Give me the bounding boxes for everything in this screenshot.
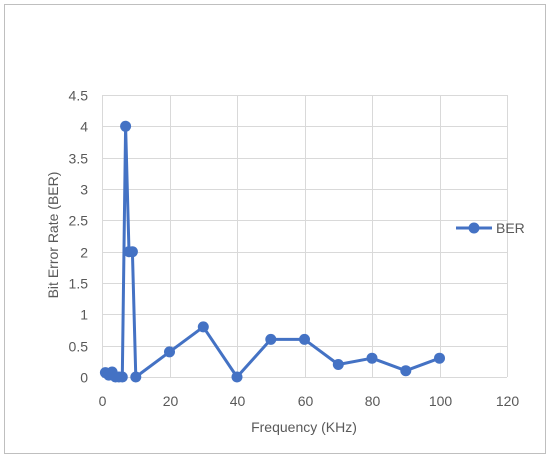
legend-label-ber: BER (496, 220, 525, 236)
legend-marker-ber (468, 222, 480, 234)
data-point (265, 333, 277, 345)
y-tick-label: 2 (80, 245, 88, 261)
series-layer (99, 120, 445, 383)
x-tick-label: 80 (365, 393, 381, 409)
x-tick-label: 100 (429, 393, 453, 409)
data-point (197, 321, 209, 333)
data-point (299, 333, 310, 345)
x-axis-title: Frequency (KHz) (251, 419, 357, 435)
y-tick-label: 4.5 (69, 88, 89, 104)
y-tick-label: 0 (80, 370, 88, 386)
y-tick-label: 0.5 (69, 339, 89, 355)
y-tick-label: 1 (80, 307, 88, 323)
data-point (130, 371, 142, 383)
legend: BER (456, 220, 525, 236)
y-tick-label: 4 (80, 119, 88, 135)
y-tick-label: 1.5 (69, 276, 89, 292)
chart-frame (4, 4, 546, 454)
x-tick-label: 120 (496, 393, 520, 409)
y-tick-label: 2.5 (69, 213, 89, 229)
data-point (164, 346, 175, 358)
data-point (120, 120, 132, 132)
tick-labels: 0 0.5 1 1.5 2 2.5 3 3.5 4 4.5 0 20 40 60 80 100 120 (69, 88, 520, 410)
data-point (366, 352, 378, 364)
data-point (126, 246, 138, 258)
y-axis-title: Bit Error Rate (BER) (45, 172, 61, 299)
x-tick-label: 40 (230, 393, 246, 409)
data-point (231, 371, 243, 383)
y-tick-label: 3.5 (69, 151, 89, 167)
data-point (332, 359, 344, 370)
data-point (400, 365, 412, 377)
x-tick-label: 20 (163, 393, 179, 409)
data-point (116, 371, 128, 383)
x-tick-label: 0 (99, 393, 107, 409)
y-tick-label: 3 (80, 182, 88, 198)
data-point (434, 352, 445, 364)
x-tick-label: 60 (298, 393, 314, 409)
